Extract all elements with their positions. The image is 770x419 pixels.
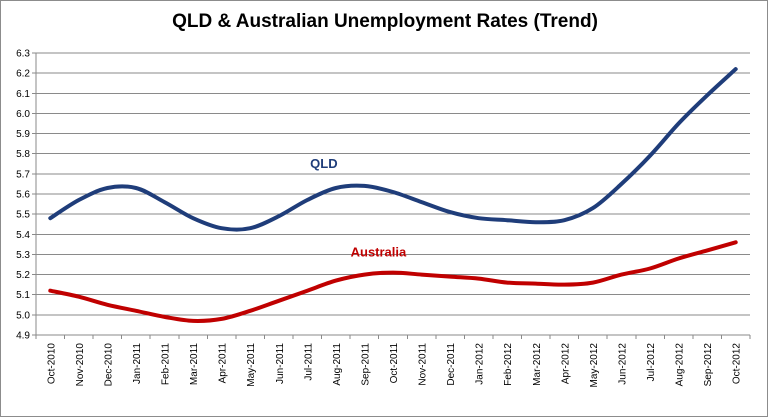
y-tick-label: 6.0: [16, 109, 30, 120]
y-tick-label: 6.2: [16, 69, 30, 80]
x-tick-label: Apr-2011: [218, 343, 229, 384]
y-tick-label: 5.7: [16, 169, 30, 180]
x-tick-label: Jul-2011: [303, 343, 314, 381]
y-tick-label: 5.0: [16, 310, 30, 321]
series-lines: [48, 67, 738, 323]
x-tick-label: Jun-2011: [275, 343, 286, 384]
x-tick-label: Jan-2012: [475, 343, 486, 385]
axes: [32, 52, 751, 339]
y-tick-label: 6.3: [16, 49, 30, 60]
x-tick-labels: Oct-2010 Nov-2010 Dec-2010 Jan-2011 Feb-2011…: [46, 343, 742, 388]
x-tick-label: Aug-2012: [675, 343, 686, 387]
x-tick-label: Jun-2012: [617, 343, 628, 385]
chart-title: QLD & Australian Unemployment Rates (Tre…: [172, 11, 598, 32]
y-tick-labels: 4.9 5.0 5.1 5.2 5.3 5.4 5.5 5.6 5.7 5.8 5.9 6.0 6.1 6…: [16, 49, 30, 342]
x-tick-label: Nov-2010: [75, 343, 86, 387]
y-tick-label: 5.8: [16, 149, 30, 160]
series-labels: QLD Australia: [310, 156, 407, 260]
y-tick-label: 5.2: [16, 270, 30, 281]
x-tick-label: Sep-2012: [703, 343, 714, 387]
series-label-qld: QLD: [310, 156, 337, 171]
x-tick-label: Dec-2010: [103, 343, 114, 387]
x-tick-label: Jul-2012: [646, 343, 657, 382]
x-tick-label: Feb-2011: [161, 343, 172, 386]
y-tick-label: 5.9: [16, 129, 30, 140]
series-line-australia: [48, 240, 738, 323]
x-tick-label: Oct-2011: [389, 343, 400, 384]
y-tick-label: 5.4: [16, 230, 30, 241]
x-tick-label: May-2011: [246, 343, 257, 387]
y-tick-label: 5.5: [16, 210, 30, 221]
y-tick-label: 5.1: [16, 290, 30, 301]
series-label-australia: Australia: [351, 245, 407, 260]
series-line-qld: [48, 67, 738, 232]
x-tick-label: Dec-2011: [446, 343, 457, 386]
x-tick-label: Mar-2012: [532, 343, 543, 386]
x-tick-label: May-2012: [589, 343, 600, 388]
y-tick-label: 5.3: [16, 250, 30, 261]
x-tick-label: Mar-2011: [189, 343, 200, 385]
x-tick-label: Nov-2011: [418, 343, 429, 386]
y-tick-label: 6.1: [16, 89, 30, 100]
x-tick-label: Aug-2011: [332, 343, 343, 386]
x-tick-label: Apr-2012: [560, 343, 571, 385]
x-tick-label: Sep-2011: [360, 343, 371, 386]
x-tick-label: Oct-2012: [732, 343, 743, 385]
y-tick-label: 4.9: [16, 331, 30, 342]
y-tick-label: 5.6: [16, 190, 30, 201]
x-tick-label: Jan-2011: [132, 343, 143, 384]
x-tick-label: Feb-2012: [503, 343, 514, 386]
x-tick-label: Oct-2010: [46, 343, 57, 385]
